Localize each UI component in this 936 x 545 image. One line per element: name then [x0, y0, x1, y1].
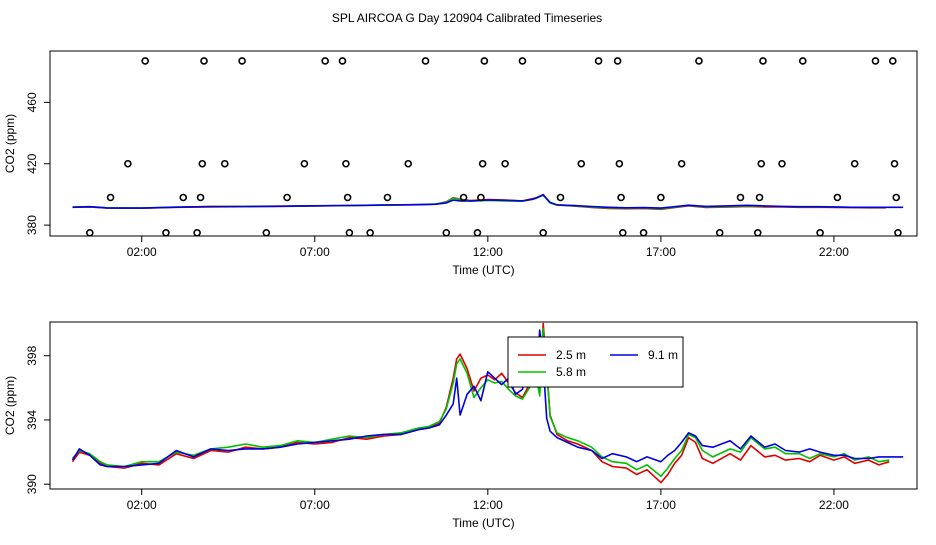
y-axis-label: CO2 (ppm) [3, 376, 17, 435]
x-tick-label: 17:00 [646, 498, 676, 512]
data-point [477, 193, 485, 202]
x-tick-label: 22:00 [819, 245, 849, 259]
series-line-blue [71, 329, 904, 468]
data-point [196, 193, 205, 202]
x-tick-label: 12:00 [473, 245, 503, 259]
data-point [321, 57, 329, 65]
x-tick-label: 07:00 [300, 245, 330, 259]
data-point [283, 193, 291, 202]
data-point [238, 57, 246, 65]
data-point [179, 193, 188, 202]
data-point [871, 57, 880, 65]
x-tick-label: 17:00 [646, 245, 676, 259]
data-point [736, 193, 745, 202]
data-point [539, 228, 548, 237]
data-point [459, 193, 468, 202]
data-point [442, 228, 451, 237]
plot-frame-1 [49, 50, 918, 237]
data-point [677, 159, 686, 168]
data-point [577, 159, 586, 168]
y-tick-label: 394 [25, 410, 39, 430]
data-point [478, 159, 487, 168]
data-point [366, 228, 374, 237]
chart-title: SPL AIRCOA G Day 120904 Calibrated Times… [332, 11, 602, 25]
data-point [613, 57, 622, 65]
data-point [657, 193, 665, 202]
data-point [262, 228, 271, 237]
y-tick-label: 380 [25, 215, 39, 235]
data-point [86, 228, 94, 237]
data-point [890, 159, 899, 168]
data-point [619, 228, 627, 237]
data-point [198, 159, 207, 168]
x-tick-label: 02:00 [127, 245, 157, 259]
series-line-blue [72, 194, 904, 209]
legend-box [507, 336, 684, 388]
x-tick-label: 12:00 [473, 498, 503, 512]
data-point [480, 57, 489, 65]
legend-label: 5.8 m [556, 365, 586, 379]
y-tick-label: 390 [25, 474, 39, 494]
legend-label: 2.5 m [556, 348, 586, 362]
data-point [617, 193, 625, 202]
data-point [383, 193, 392, 202]
data-point [894, 228, 902, 237]
x-tick-label: 22:00 [819, 498, 849, 512]
data-point [757, 159, 766, 168]
series-line-green [71, 327, 890, 478]
data-point [501, 159, 509, 168]
x-tick-label: 02:00 [127, 498, 157, 512]
data-point [798, 57, 807, 65]
x-axis-label: Time (UTC) [452, 263, 514, 277]
data-point [473, 228, 482, 237]
y-tick-label: 420 [25, 153, 39, 173]
data-point [220, 159, 229, 168]
data-point [816, 228, 824, 237]
data-point [300, 159, 309, 168]
data-point [695, 57, 703, 65]
data-point [850, 159, 859, 168]
plot-frame-2 [49, 321, 918, 490]
data-point [715, 228, 724, 237]
y-tick-label: 398 [25, 345, 39, 365]
data-point [124, 159, 132, 168]
data-point [755, 193, 764, 202]
data-point [833, 193, 842, 202]
x-tick-label: 07:00 [300, 498, 330, 512]
data-point [404, 159, 413, 168]
x-axis-label: Time (UTC) [452, 516, 514, 530]
data-point [759, 57, 767, 65]
data-point [421, 57, 430, 65]
data-point [778, 159, 786, 168]
data-point [342, 159, 350, 168]
legend-label: 9.1 m [648, 348, 678, 362]
data-point [343, 193, 352, 202]
data-point [753, 228, 762, 237]
data-point [106, 193, 115, 202]
data-point [193, 228, 201, 237]
data-point [141, 57, 149, 65]
data-point [338, 57, 347, 65]
data-point [892, 193, 901, 202]
data-point [345, 228, 354, 237]
data-point [556, 193, 565, 202]
data-point [615, 159, 624, 168]
data-point [200, 57, 208, 65]
data-point [162, 228, 170, 237]
data-point [888, 57, 897, 65]
y-tick-label: 460 [25, 92, 39, 112]
data-point [639, 228, 648, 237]
y-axis-label: CO2 (ppm) [3, 114, 17, 173]
series-line-red [71, 322, 890, 484]
data-point [594, 57, 603, 65]
data-point [518, 57, 527, 65]
